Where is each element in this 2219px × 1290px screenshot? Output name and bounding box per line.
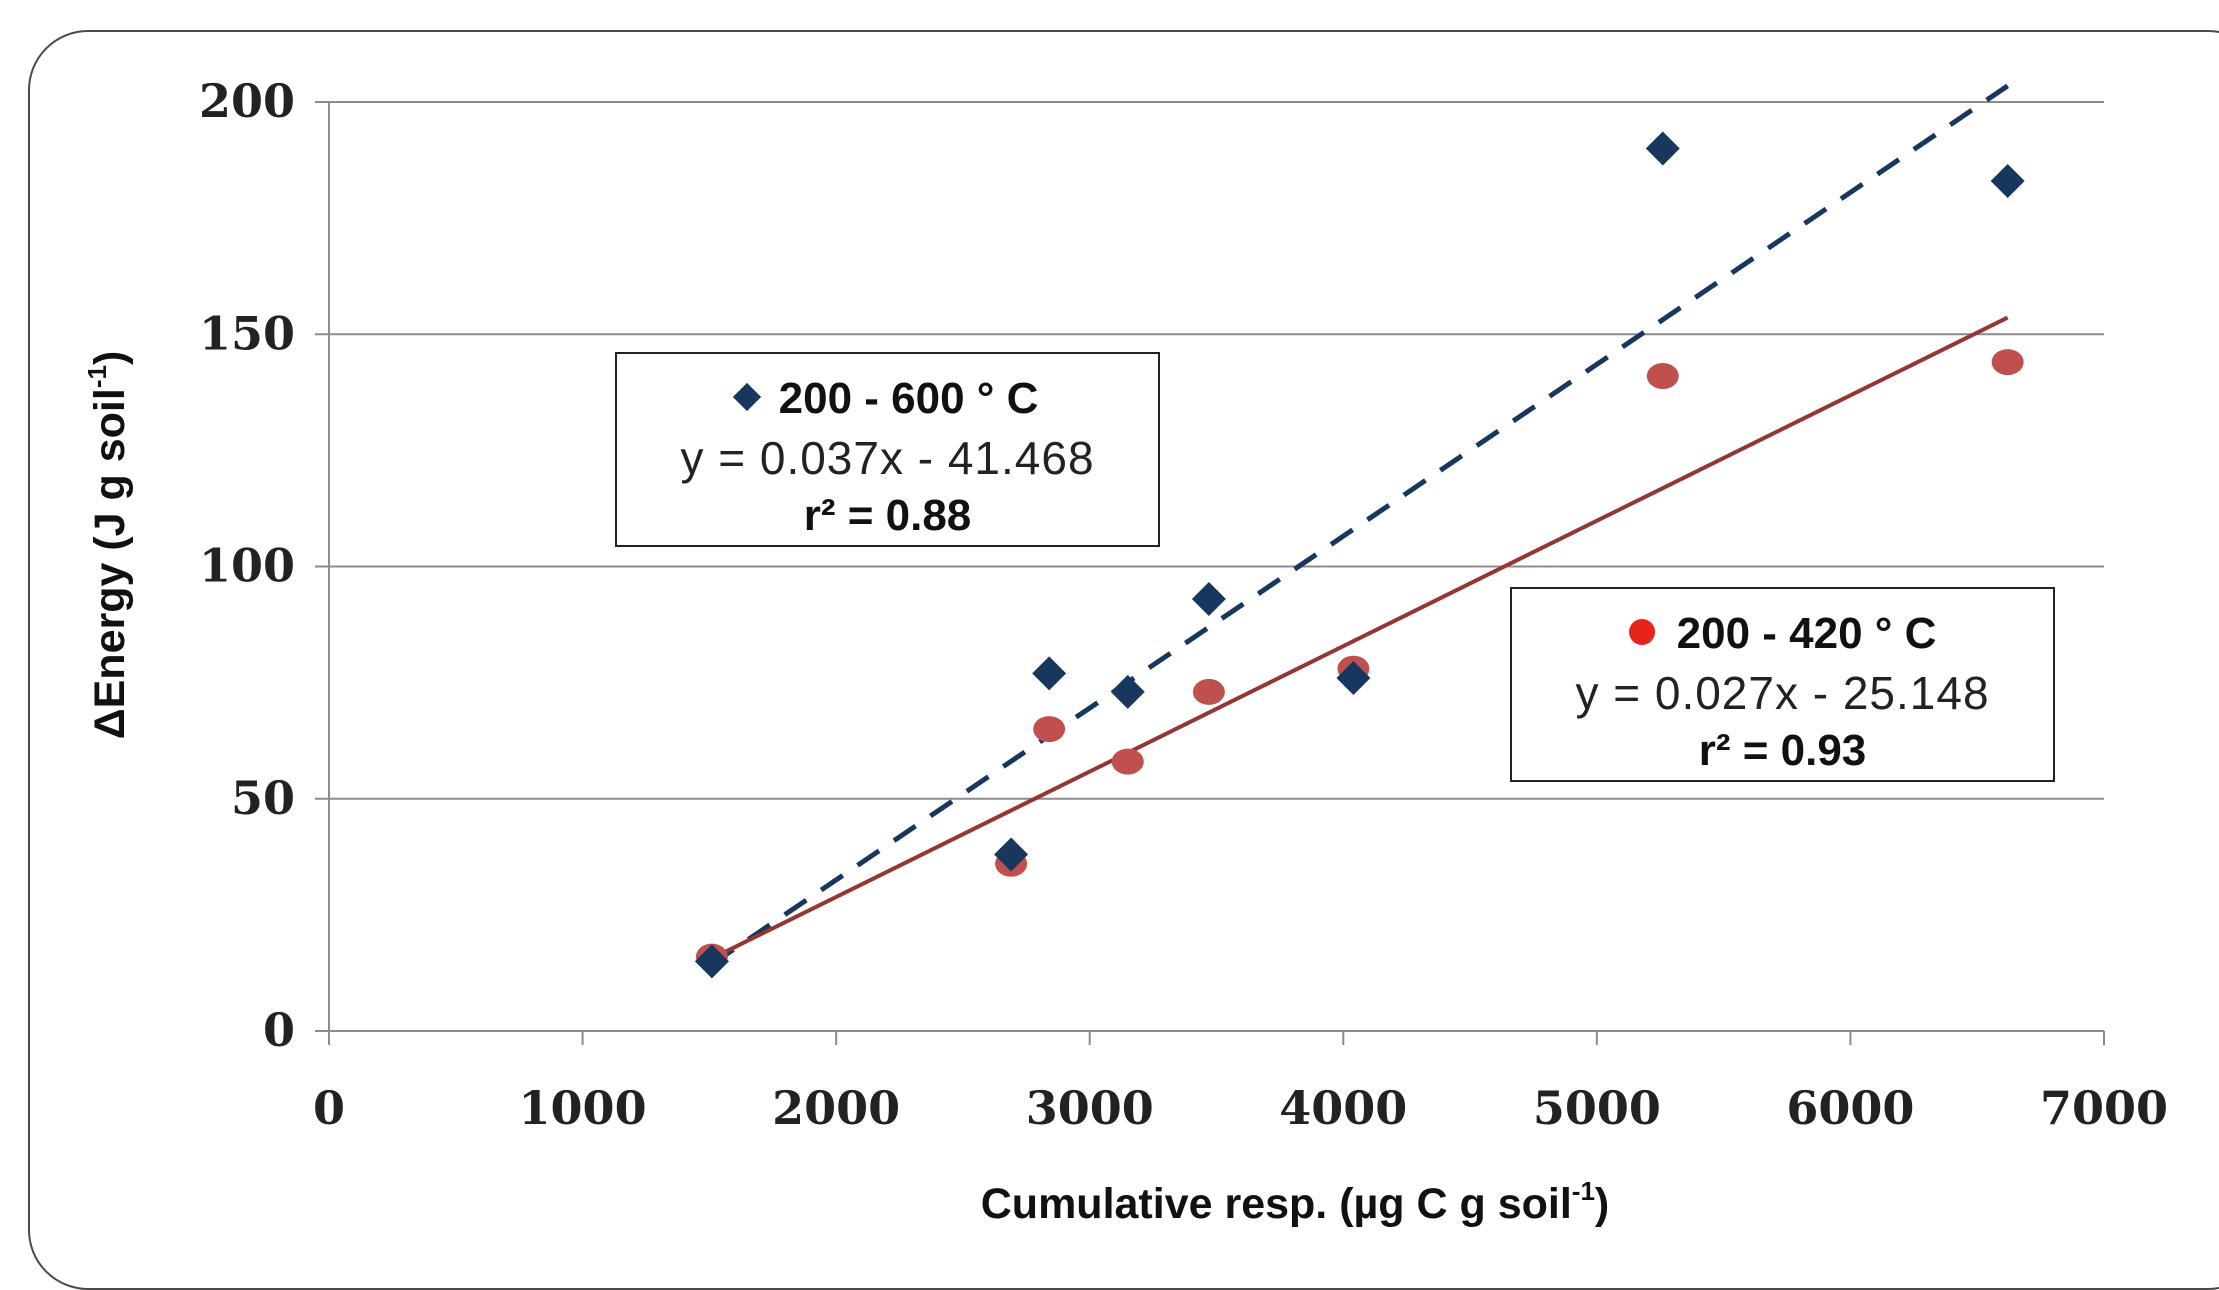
data-point-circle-3 (1111, 748, 1144, 775)
legend-series-600-name: 200 - 600 ° C (617, 370, 1158, 428)
data-point-diamond-0 (694, 944, 729, 979)
legend-series-600: 200 - 600 ° C y = 0.037x - 41.468 r² = 0… (615, 352, 1160, 547)
y-tick-label-0: 0 (263, 1003, 295, 1057)
legend-series-600-r2: r² = 0.88 (803, 491, 972, 540)
legend-series-420-name: 200 - 420 ° C (1512, 605, 2053, 663)
data-point-diamond-1 (994, 837, 1029, 872)
legend-series-420: 200 - 420 ° C y = 0.027x - 25.148 r² = 0… (1510, 587, 2055, 782)
data-point-circle-4 (1192, 678, 1225, 705)
y-tick-label-50: 50 (231, 771, 295, 825)
y-tick-label-150: 150 (199, 306, 295, 360)
x-tick-label-7000: 7000 (2040, 1081, 2168, 1135)
x-tick-label-3000: 3000 (1026, 1081, 1154, 1135)
data-point-diamond-4 (1191, 582, 1226, 617)
legend-series-420-r2: r² = 0.93 (1698, 726, 1867, 775)
legend-series-420-equation: y = 0.027x - 25.148 (1575, 667, 1990, 719)
data-point-diamond-5 (1336, 660, 1371, 695)
trendlines (710, 83, 2010, 967)
data-point-circle-6 (1646, 363, 1679, 390)
data-points (694, 131, 2025, 979)
x-axis-title: Cumulative resp. (µg C g soil-1) (981, 1176, 1610, 1228)
x-tick-label-1000: 1000 (519, 1081, 647, 1135)
diamond-marker-icon (732, 383, 761, 412)
gridlines (329, 101, 2104, 800)
legend-series-600-equation: y = 0.037x - 41.468 (680, 432, 1095, 484)
x-tick-label-0: 0 (313, 1081, 345, 1135)
data-point-diamond-7 (1990, 163, 2025, 198)
y-tick-label-200: 200 (199, 74, 295, 128)
circle-marker-icon (1628, 619, 1655, 646)
data-point-diamond-6 (1645, 131, 1680, 166)
y-tick-label-100: 100 (199, 539, 295, 593)
trendline-series-1 (711, 315, 2009, 961)
data-point-circle-2 (1033, 716, 1066, 743)
x-tick-label-2000: 2000 (772, 1081, 900, 1135)
axes (315, 101, 2105, 1045)
data-point-diamond-3 (1110, 674, 1145, 709)
data-point-diamond-2 (1032, 656, 1067, 691)
x-tick-label-5000: 5000 (1533, 1081, 1661, 1135)
data-point-circle-7 (1991, 349, 2024, 376)
x-tick-label-6000: 6000 (1786, 1081, 1914, 1135)
y-axis-title: ΔEnergy (J g soil-1) (82, 351, 134, 740)
x-tick-label-4000: 4000 (1279, 1081, 1407, 1135)
